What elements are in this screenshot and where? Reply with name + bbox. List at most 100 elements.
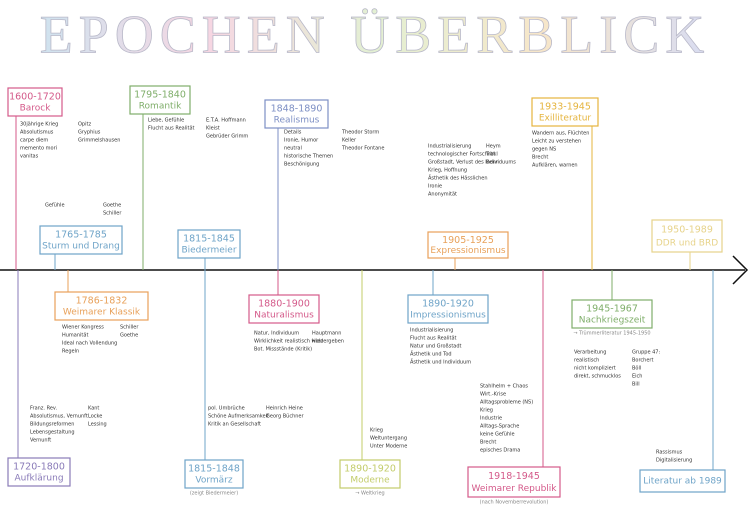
note: Gebrüder Grimm bbox=[206, 134, 248, 140]
note: Lebensgestaltung bbox=[30, 430, 75, 436]
epoch-name: Nachkriegszeit bbox=[579, 316, 646, 326]
note: Ästhetik und Individuum bbox=[410, 359, 471, 366]
epoch-name: Realismus bbox=[274, 116, 320, 126]
epoch-name: Expressionismus bbox=[430, 246, 506, 256]
note: Goethe bbox=[120, 333, 138, 339]
note: Gefühle bbox=[45, 203, 65, 209]
note: Schiller bbox=[103, 211, 122, 217]
epoch-name: Moderne bbox=[350, 476, 390, 486]
epoch-name: Vormärz bbox=[195, 476, 232, 486]
note: Ideal nach Vollendung bbox=[62, 341, 117, 347]
epoch-name: Weimarer Republik bbox=[471, 484, 557, 494]
epoch-dates: 1720-1800 bbox=[13, 461, 65, 472]
note: Industrialisierung bbox=[428, 144, 471, 150]
epoch-name: Literatur ab 1989 bbox=[643, 477, 722, 487]
epoch-dates: 1765-1785 bbox=[55, 229, 107, 240]
note: Kleist bbox=[206, 126, 220, 132]
note: Locke bbox=[88, 414, 102, 420]
note: Details bbox=[284, 130, 302, 136]
note: Industrie bbox=[480, 416, 502, 422]
note: Flucht aus Realität bbox=[410, 336, 457, 342]
note: Bildungsreformen bbox=[30, 422, 74, 428]
note: Unter Moderne bbox=[370, 444, 407, 450]
note: Bot. Missstände (Kritik) bbox=[254, 347, 312, 353]
note: realistisch bbox=[574, 358, 599, 364]
note: Digitalisierung bbox=[656, 458, 692, 464]
epoch-dates: 1890-1920 bbox=[344, 463, 396, 474]
note: 30jährige Krieg bbox=[20, 122, 58, 128]
note: Grimmelshausen bbox=[78, 138, 120, 144]
note: Verarbeitung bbox=[574, 350, 606, 356]
note: Aufklären, warnen bbox=[532, 163, 578, 169]
note: Leicht zu verstehen bbox=[532, 139, 581, 145]
note: Brecht bbox=[532, 155, 548, 161]
note: Regeln bbox=[62, 349, 79, 355]
epoch-box bbox=[427, 231, 509, 259]
note: E.T.A. Hoffmann bbox=[206, 118, 246, 124]
note: Georg Büchner bbox=[266, 414, 305, 420]
note: Brecht bbox=[480, 440, 496, 446]
note: Kant bbox=[88, 406, 99, 412]
note: Natur und Großstadt bbox=[410, 344, 462, 350]
note: Trakl bbox=[485, 152, 498, 158]
note: Anonymität bbox=[428, 192, 457, 198]
note: nicht kompliziert bbox=[574, 366, 616, 372]
note: Krieg bbox=[370, 428, 383, 434]
epoch-dates: 1848-1890 bbox=[271, 103, 323, 114]
epoch-name: Barock bbox=[20, 104, 52, 114]
note: Heinrich Heine bbox=[266, 406, 303, 412]
note: neutral bbox=[284, 146, 302, 152]
note: Beschönigung bbox=[284, 162, 319, 168]
epoch-dates: 1600-1720 bbox=[9, 91, 61, 102]
note: Goethe bbox=[103, 203, 121, 209]
epoch-name: Naturalismus bbox=[254, 311, 314, 321]
note: Wirklichkeit realistisch wiedergeben bbox=[254, 339, 344, 345]
note: Benn bbox=[486, 160, 499, 166]
epoch-name: Impressionismus bbox=[410, 311, 486, 321]
epoch-box bbox=[7, 457, 71, 487]
note: episches Drama bbox=[480, 448, 520, 454]
note: Eich bbox=[632, 374, 642, 380]
note: carpe diem bbox=[20, 138, 48, 144]
epoch-box bbox=[467, 466, 561, 498]
note: Stahlhelm + Chaos bbox=[480, 384, 528, 390]
epoch-box bbox=[264, 99, 329, 129]
note: Ästhetik und Tod bbox=[410, 351, 452, 358]
note: Franz. Rev. bbox=[30, 406, 58, 412]
epoch-box bbox=[531, 97, 599, 127]
note: gegen NS bbox=[532, 147, 556, 153]
note: Großstadt, Verlust des Individuums bbox=[428, 160, 516, 166]
note: Theodor Fontane bbox=[341, 146, 384, 152]
note: Absolutismus bbox=[20, 130, 54, 136]
epoch-sub: (zeigt Biedermeier) bbox=[190, 491, 238, 497]
note: Böll bbox=[632, 366, 641, 372]
epoch-dates: 1795-1840 bbox=[134, 89, 186, 100]
note: Vernunft bbox=[30, 438, 51, 444]
epoch-dates: 1945-1967 bbox=[586, 303, 638, 314]
epoch-dates: 1950-1989 bbox=[661, 225, 713, 236]
epoch-box bbox=[651, 219, 723, 253]
note: Flucht aus Realität bbox=[148, 126, 195, 132]
note: Krieg, Hoffnung bbox=[428, 168, 467, 174]
epoch-dates: 1815-1848 bbox=[188, 463, 240, 474]
note: Natur, Individuum bbox=[254, 331, 299, 337]
note: historische Themen bbox=[284, 154, 333, 160]
note: Theodor Storm bbox=[341, 130, 379, 136]
note: Wirt.-Krise bbox=[480, 392, 506, 398]
epoch-sub: → Trümmerliteratur 1945-1950 bbox=[573, 331, 650, 337]
epoch-dates: 1880-1900 bbox=[258, 298, 310, 309]
note: Ästhetik des Hässlichen bbox=[428, 175, 488, 182]
epoch-box bbox=[407, 294, 489, 324]
note: Bill bbox=[632, 382, 640, 388]
note: Borchert bbox=[632, 358, 653, 364]
epoch-box bbox=[339, 459, 401, 489]
note: Schiller bbox=[120, 325, 139, 331]
note: pol. Umbrüche bbox=[208, 406, 245, 412]
note: Krieg bbox=[480, 408, 493, 414]
epoch-name: Aufklärung bbox=[14, 474, 63, 484]
epoch-box bbox=[54, 291, 149, 321]
note: Opitz bbox=[78, 122, 91, 128]
note: memento mori bbox=[20, 146, 57, 152]
note: Holz bbox=[312, 339, 323, 345]
